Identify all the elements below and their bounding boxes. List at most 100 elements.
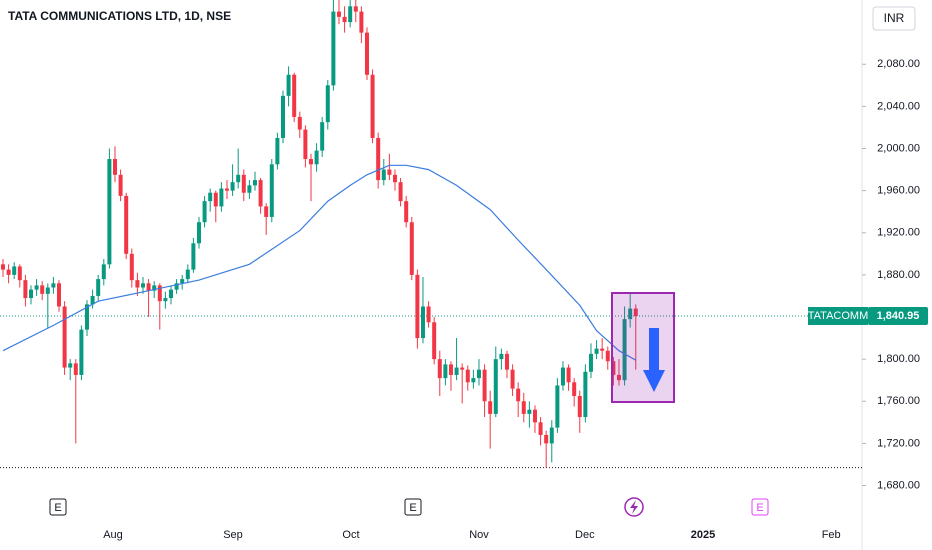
- candle-body: [353, 6, 358, 12]
- chart-title: TATA COMMUNICATIONS LTD, 1D, NSE: [8, 9, 231, 23]
- candle-body: [572, 382, 577, 396]
- symbol-tag-bg: [808, 307, 868, 326]
- candle-body: [605, 350, 610, 362]
- y-tick-label: 1,920.00: [877, 227, 920, 239]
- candle-body: [180, 279, 185, 284]
- plot-area: [0, 0, 866, 487]
- candle-body: [152, 285, 157, 291]
- candle-body: [381, 169, 386, 181]
- candle-body: [594, 348, 599, 354]
- currency-box: [872, 6, 916, 31]
- x-tick-label: Aug: [103, 529, 123, 541]
- candle-body: [314, 150, 319, 165]
- candle-body: [185, 269, 190, 280]
- y-tick-label: 1,880.00: [877, 269, 920, 281]
- y-tick-label: 2,040.00: [877, 100, 920, 112]
- candle-body: [392, 174, 397, 183]
- candle-body: [112, 159, 117, 175]
- x-tick-label: Feb: [822, 529, 841, 541]
- candle-body: [51, 283, 56, 288]
- candle-body: [292, 74, 297, 117]
- candle-body: [269, 164, 274, 217]
- event-label: E: [54, 502, 61, 514]
- candle-body: [432, 322, 437, 360]
- candle-body: [208, 192, 213, 202]
- annotation-box: [611, 292, 675, 403]
- candle-body: [454, 367, 459, 375]
- candle-body: [12, 266, 17, 275]
- candle-body: [303, 129, 308, 160]
- candle-body: [230, 182, 235, 191]
- candle-body: [23, 280, 28, 299]
- candle-body: [79, 329, 84, 375]
- candle-body: [62, 306, 67, 368]
- candle-body: [460, 367, 465, 370]
- candle-body: [213, 192, 218, 207]
- candle-body: [527, 409, 532, 414]
- candle-body: [73, 363, 78, 375]
- candle-body: [499, 353, 504, 360]
- candle-body: [84, 304, 89, 330]
- candle-body: [549, 427, 554, 444]
- candle-body: [157, 285, 162, 302]
- candle-body: [129, 253, 134, 281]
- currency: INR: [884, 11, 905, 25]
- candle-body: [56, 283, 61, 307]
- candle-body: [174, 283, 179, 290]
- candle-body: [258, 180, 263, 207]
- candle-body: [297, 116, 302, 130]
- candle-body: [482, 369, 487, 402]
- candle-body: [583, 371, 588, 418]
- candle-body: [544, 434, 549, 444]
- candle-body: [286, 74, 291, 96]
- candle-body: [96, 279, 101, 296]
- event-marker: [49, 498, 67, 516]
- y-tick-label: 1,720.00: [877, 437, 920, 449]
- candle-body: [566, 367, 571, 383]
- y-tick-label: 1,800.00: [877, 353, 920, 365]
- candle-body: [163, 298, 168, 302]
- event-marker: [751, 498, 769, 516]
- candle-body: [320, 122, 325, 151]
- candle-body: [224, 188, 229, 191]
- candle-body: [107, 159, 112, 265]
- candle-body: [370, 74, 375, 138]
- price-tag: 1,840.95: [877, 310, 920, 322]
- candle-body: [504, 353, 509, 370]
- candle-body: [135, 280, 140, 288]
- candle-body: [196, 222, 201, 244]
- candle-body: [40, 285, 45, 294]
- candle-body: [376, 137, 381, 181]
- lightning-bolt: [630, 500, 638, 514]
- candle-body: [90, 295, 95, 305]
- y-tick-label: 2,000.00: [877, 142, 920, 154]
- candle-body: [510, 369, 515, 389]
- y-tick-label: 1,960.00: [877, 185, 920, 197]
- event-label: E: [756, 502, 763, 514]
- candle-body: [628, 308, 633, 320]
- candle-body: [308, 159, 313, 165]
- candle-body: [555, 385, 560, 428]
- x-tick-label: 2025: [691, 529, 715, 541]
- candle-body: [616, 374, 621, 381]
- candle-body: [6, 269, 11, 275]
- candle-body: [140, 283, 145, 288]
- candle-body: [448, 364, 453, 375]
- candle-body: [364, 32, 369, 75]
- candle-body: [236, 174, 241, 183]
- x-tick-label: Nov: [469, 529, 489, 541]
- candle-body: [45, 287, 50, 294]
- candle-body: [426, 306, 431, 323]
- event-marker: [404, 498, 422, 516]
- moving-average: [2, 164, 637, 361]
- candle-body: [241, 174, 246, 193]
- candle-body: [471, 378, 476, 383]
- candle-body: [404, 201, 409, 223]
- candle-body: [521, 401, 526, 414]
- candle-body: [600, 348, 605, 351]
- candle-body: [280, 95, 285, 138]
- candle-body: [342, 16, 347, 23]
- candle-body: [202, 201, 207, 223]
